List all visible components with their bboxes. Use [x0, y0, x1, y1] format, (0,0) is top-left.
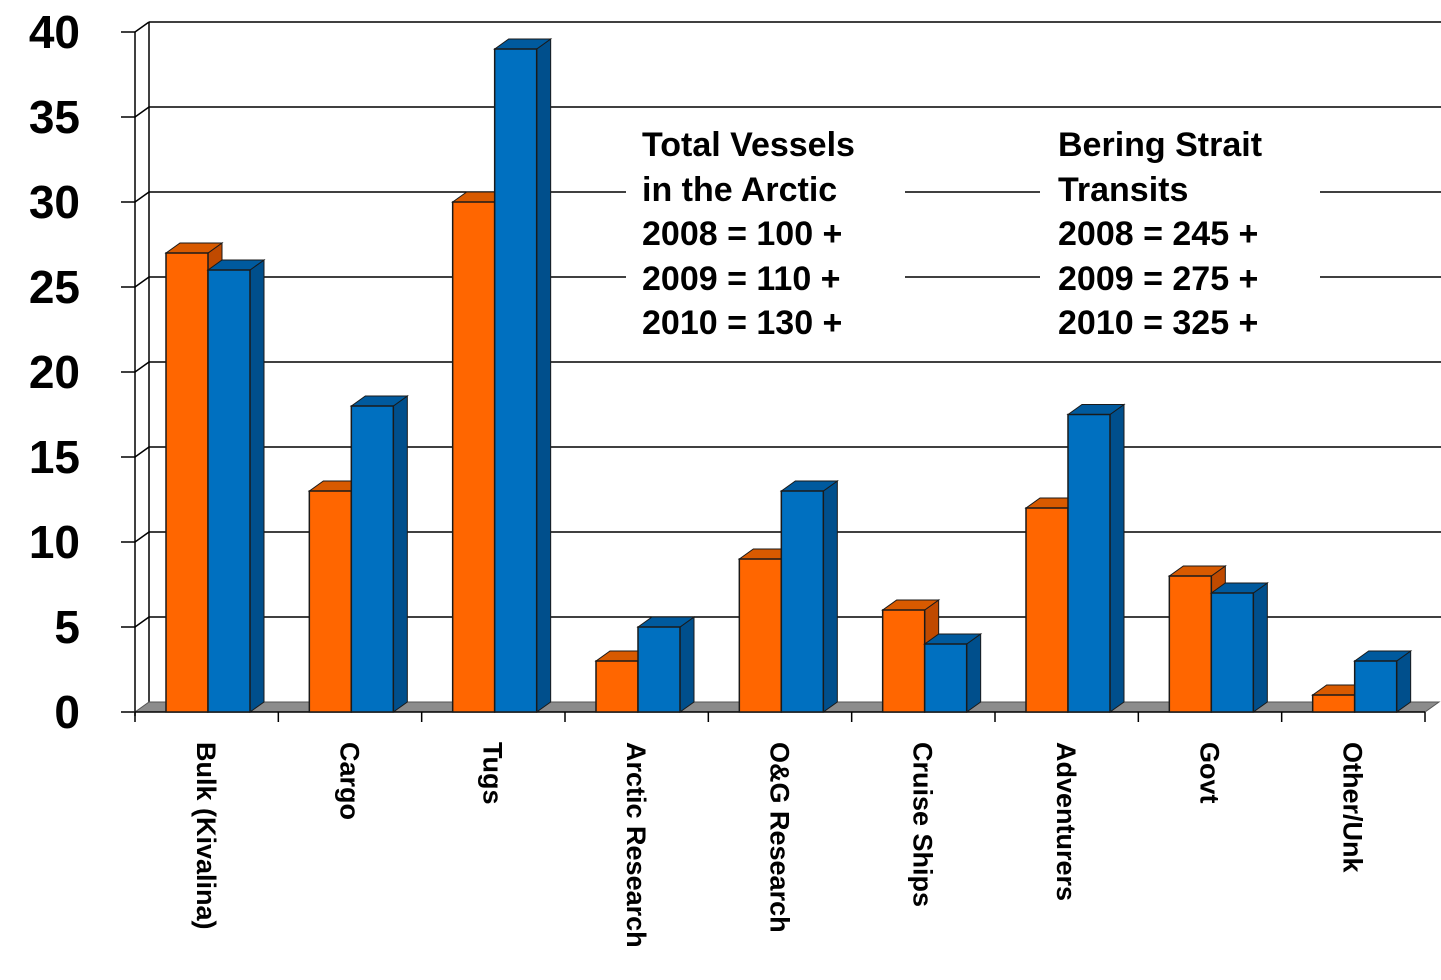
bar-front — [1067, 413, 1111, 713]
y-tick-label: 35 — [29, 91, 80, 143]
bar — [779, 480, 839, 713]
bar-front — [780, 490, 825, 713]
bar-front — [1168, 575, 1213, 713]
bar-side — [679, 616, 695, 713]
gridline-depth — [134, 446, 150, 458]
y-tick-label: 30 — [29, 176, 80, 228]
y-tick-label: 20 — [29, 346, 80, 398]
annotation-line: 2008 = 245 + — [1058, 215, 1259, 253]
bar-front — [350, 405, 395, 713]
bar-front — [207, 269, 251, 713]
bar-side — [392, 395, 408, 713]
bar — [1066, 403, 1126, 713]
x-tick-label: Bulk (Kivalina) — [191, 742, 221, 930]
x-tick-label: Arctic Research — [621, 742, 651, 948]
bar-front — [165, 252, 209, 713]
gridline-depth — [134, 191, 150, 203]
gridline-depth — [134, 616, 150, 628]
bar-side — [536, 38, 552, 713]
annotation-line: Total Vessels — [642, 126, 855, 164]
bar-side — [249, 259, 265, 713]
bars — [164, 38, 1413, 713]
bar-side — [966, 633, 982, 713]
annotation-line: 2009 = 275 + — [1058, 259, 1259, 298]
bar-front — [881, 609, 926, 713]
gridline-depth — [134, 21, 150, 33]
gridline-depth — [134, 106, 150, 118]
y-tick-label: 15 — [29, 431, 80, 483]
bar — [493, 38, 553, 713]
bar-front — [738, 558, 783, 713]
bar — [206, 259, 266, 713]
annotation-line: 2010 = 325 + — [1058, 304, 1259, 342]
bar-side — [1252, 582, 1268, 713]
bar-front — [1311, 694, 1356, 713]
bar — [636, 616, 696, 713]
annotation-line: Bering Strait — [1058, 126, 1263, 164]
annotation-line: in the Arctic — [642, 170, 838, 209]
bar-front — [1353, 660, 1398, 713]
x-tick-label: Cruise Ships — [908, 742, 938, 907]
bar-front — [637, 626, 681, 713]
annotation-line: 2010 = 130 + — [642, 304, 843, 342]
annotation-total-vessels: Total Vessels in the Arctic 2008 = 100 +… — [626, 123, 905, 354]
bar-front — [451, 201, 496, 713]
bar-front — [595, 660, 639, 713]
annotation-bering-strait: Bering Strait Transits 2008 = 245 + 2009… — [1040, 123, 1321, 354]
bar — [923, 633, 983, 713]
bar — [1353, 650, 1413, 713]
bar — [349, 395, 409, 713]
annotation-line: 2009 = 110 + — [642, 259, 841, 298]
bar-front — [493, 48, 538, 713]
gridline-depth — [134, 276, 150, 288]
y-tick-label: 5 — [54, 601, 80, 653]
y-axis-tick-labels: 0 5 10 15 20 25 30 35 40 — [29, 6, 80, 738]
bar-side — [1396, 650, 1412, 713]
bar-side — [1109, 403, 1125, 713]
bar-front — [1210, 592, 1255, 713]
gridline-depth — [134, 361, 150, 373]
x-tick-label: Cargo — [334, 742, 364, 820]
x-tick-label: Tugs — [478, 742, 508, 805]
bar-front — [923, 643, 968, 713]
bar-front — [1025, 507, 1069, 713]
bar-side — [822, 480, 838, 713]
y-tick-label: 10 — [29, 516, 80, 568]
x-tick-label: O&G Research — [764, 742, 794, 933]
annotation-line: Transits — [1058, 170, 1189, 209]
y-tick-label: 0 — [54, 686, 80, 738]
annotation-line: 2008 = 100 + — [642, 215, 843, 253]
y-tick-label: 40 — [29, 6, 80, 58]
y-tick-label: 25 — [29, 261, 80, 313]
bar — [1209, 582, 1269, 713]
x-axis-tick-labels: Bulk (Kivalina) Cargo Tugs Arctic Research O… — [191, 742, 1368, 948]
x-tick-label: Adventurers — [1051, 742, 1081, 901]
gridline-depth — [134, 531, 150, 543]
bar-front — [308, 490, 353, 713]
x-tick-label: Other/Unk — [1338, 742, 1368, 874]
x-tick-label: Govt — [1194, 742, 1224, 804]
